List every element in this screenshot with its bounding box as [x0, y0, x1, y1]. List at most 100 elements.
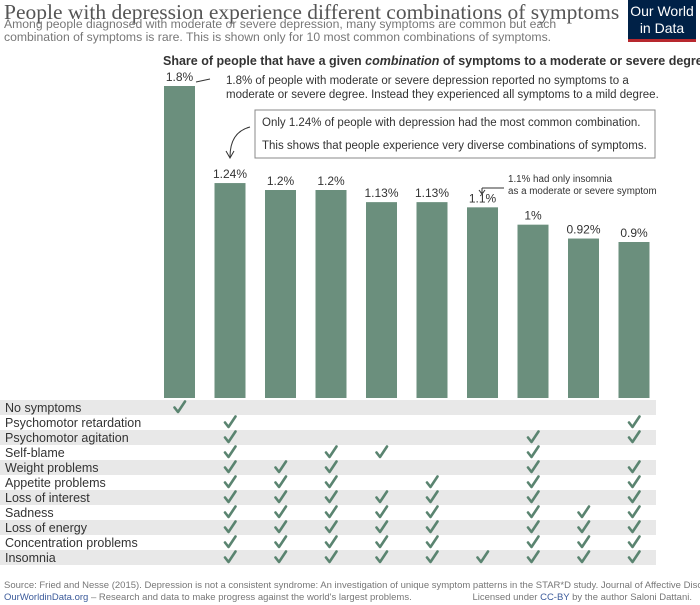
symptom-label: Loss of energy — [5, 521, 88, 535]
check-mark — [526, 475, 540, 489]
check-mark — [223, 415, 237, 429]
check-mark — [274, 535, 288, 549]
symptom-label: Weight problems — [5, 461, 99, 475]
check-mark — [375, 535, 389, 549]
check-mark — [425, 490, 439, 504]
bar — [164, 86, 195, 398]
bar-value-labels: 1.8% 1.24% 1.2% 1.2% 1.13% 1.13% 1.1% 1% 0.92% 0.… — [166, 70, 648, 240]
license-prefix: Licensed under — [472, 592, 541, 603]
annotation-3-line-1: 1.1% had only insomnia — [508, 174, 613, 185]
check-mark — [577, 520, 591, 534]
owid-logo[interactable]: Our World in Data — [628, 0, 696, 42]
logo-line-1: Our World — [630, 3, 694, 19]
symptom-row-band — [0, 520, 656, 535]
check-mark — [223, 490, 237, 504]
check-mark — [425, 505, 439, 519]
check-mark — [526, 490, 540, 504]
chart-title-emphasis: combination — [365, 54, 440, 68]
check-marks — [173, 400, 641, 564]
check-mark — [223, 430, 237, 444]
chart-title-post: of symptoms to a moderate or severe degr… — [439, 54, 700, 68]
page-title: People with depression experience differ… — [4, 0, 620, 24]
check-mark — [425, 475, 439, 489]
check-mark — [223, 460, 237, 474]
check-mark — [627, 415, 641, 429]
check-mark — [375, 490, 389, 504]
check-mark — [223, 535, 237, 549]
check-mark — [324, 505, 338, 519]
check-mark — [526, 460, 540, 474]
check-mark — [274, 550, 288, 564]
check-mark — [577, 550, 591, 564]
bar — [265, 190, 296, 398]
bar-value-label: 1.1% — [469, 191, 497, 205]
source-note: Source: Fried and Nesse (2015). Depressi… — [4, 580, 700, 591]
annotation-no-symptoms: 1.8% of people with moderate or severe d… — [195, 75, 659, 101]
annotation-1-line-1: 1.8% of people with moderate or severe d… — [226, 75, 629, 87]
check-mark — [627, 490, 641, 504]
symptom-label: Self-blame — [5, 446, 65, 460]
check-mark — [324, 520, 338, 534]
bar-value-label: 0.92% — [566, 223, 600, 237]
symptom-label: Insomnia — [5, 551, 56, 565]
check-mark — [627, 430, 641, 444]
symptom-label: Psychomotor retardation — [5, 416, 141, 430]
cc-by-link[interactable]: CC-BY — [540, 592, 570, 603]
check-mark — [526, 535, 540, 549]
annotation-2-line-1: Only 1.24% of people with depression had… — [262, 117, 640, 129]
symptom-label: Concentration problems — [5, 536, 138, 550]
check-mark — [577, 505, 591, 519]
check-mark — [274, 475, 288, 489]
check-mark — [223, 445, 237, 459]
check-mark — [223, 550, 237, 564]
check-mark — [274, 520, 288, 534]
check-mark — [274, 460, 288, 474]
symptom-label: No symptoms — [5, 401, 81, 415]
bar — [618, 242, 650, 398]
symptom-combination-chart: Share of people that have a given combin… — [0, 54, 700, 565]
bar-value-label: 0.9% — [620, 226, 648, 240]
symptom-row-band — [0, 490, 656, 505]
symptom-row-band — [0, 430, 656, 445]
annotation-2-arrowhead — [225, 150, 235, 160]
chart-title: Share of people that have a given combin… — [163, 54, 700, 68]
check-mark — [425, 520, 439, 534]
check-mark — [526, 445, 540, 459]
check-mark — [223, 505, 237, 519]
check-mark — [526, 550, 540, 564]
bar — [366, 202, 397, 398]
symptom-label: Appetite problems — [5, 476, 106, 490]
check-mark — [375, 505, 389, 519]
bar-value-label: 1.8% — [166, 70, 194, 84]
license-suffix: by the author Saloni Dattani. — [569, 592, 692, 603]
annotation-2-arrow — [229, 126, 251, 158]
annotation-insomnia: 1.1% had only insomnia as a moderate or … — [478, 174, 657, 197]
check-mark — [577, 535, 591, 549]
owid-site-link[interactable]: OurWorldinData.org — [4, 592, 89, 603]
check-mark — [375, 445, 389, 459]
symptom-label: Loss of interest — [5, 491, 90, 505]
bar-value-label: 1.13% — [364, 186, 398, 200]
check-mark — [223, 520, 237, 534]
check-mark — [627, 505, 641, 519]
annotation-1-line-2: moderate or severe degree. Instead they … — [226, 89, 659, 101]
bar — [467, 207, 498, 398]
footer-site-line: OurWorldinData.org – Research and data t… — [4, 592, 412, 603]
symptom-label: Sadness — [5, 506, 54, 520]
bars — [164, 86, 650, 398]
footer-tagline: – Research and data to make progress aga… — [88, 592, 412, 603]
check-mark — [526, 430, 540, 444]
symptom-row-band — [0, 460, 656, 475]
check-mark — [526, 505, 540, 519]
symptom-row-band — [0, 400, 656, 415]
page-subtitle: Among people diagnosed with moderate or … — [4, 17, 557, 44]
bar-value-label: 1% — [524, 209, 542, 223]
check-mark — [627, 460, 641, 474]
symptom-label: Psychomotor agitation — [5, 431, 129, 445]
bar — [315, 190, 347, 398]
check-mark — [324, 550, 338, 564]
annotation-most-common: Only 1.24% of people with depression had… — [225, 109, 656, 160]
check-mark — [173, 400, 187, 414]
annotation-3-arrowhead — [478, 188, 486, 195]
